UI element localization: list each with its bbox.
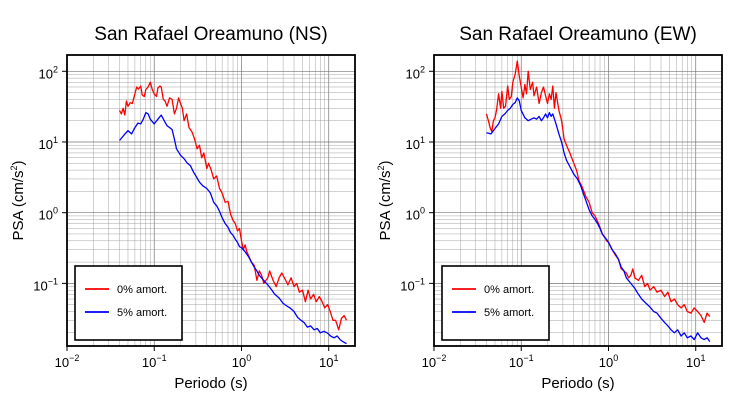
x-axis-label: Periodo (s) — [541, 375, 614, 392]
x-tick-label: 10−2 — [55, 353, 80, 370]
y-tick-label: 101 — [39, 135, 58, 152]
legend: 0% amort. 5% amort. — [441, 265, 550, 341]
series-line — [119, 111, 347, 345]
legend-label: 5% amort. — [117, 307, 167, 319]
legend-label: 0% amort. — [117, 284, 167, 296]
y-tick-label: 100 — [39, 206, 58, 223]
chart-title: San Rafael Oreamuno (EW) — [459, 24, 697, 45]
legend-box — [441, 265, 550, 341]
y-tick-label: 10−1 — [33, 276, 58, 293]
x-tick-label: 10−2 — [422, 353, 447, 370]
plot-frame — [433, 54, 723, 347]
y-tick-label: 100 — [406, 206, 425, 223]
plot-frame — [66, 54, 356, 347]
chart-panel-ns: 10−2 10−1 100 101 10−1 100 101 102 San Rafael O… — [9, 24, 356, 392]
tick-labels: 10−2 10−1 100 101 10−1 100 101 102 — [33, 64, 338, 370]
legend-box — [74, 265, 183, 341]
series-layer — [485, 60, 711, 342]
x-tick-label: 101 — [319, 353, 338, 370]
chart-panel-ew: 10−2 10−1 100 101 10−1 100 101 102 San Rafael O… — [376, 24, 723, 392]
x-tick-label: 10−1 — [142, 353, 167, 370]
chart-title: San Rafael Oreamuno (NS) — [94, 24, 327, 45]
series-line — [118, 81, 348, 331]
tick-labels: 10−2 10−1 100 101 10−1 100 101 102 — [400, 64, 705, 370]
x-axis-label: Periodo (s) — [174, 375, 247, 392]
legend: 0% amort. 5% amort. — [74, 265, 183, 341]
x-tick-label: 10−1 — [509, 353, 534, 370]
y-tick-label: 102 — [39, 64, 58, 81]
x-tick-label: 101 — [686, 353, 705, 370]
y-axis-label: PSA (cm/s2) — [376, 160, 394, 240]
y-tick-label: 102 — [406, 64, 425, 81]
x-tick-label: 100 — [599, 353, 618, 370]
y-tick-label: 10−1 — [400, 276, 425, 293]
series-line — [485, 60, 711, 324]
legend-label: 0% amort. — [484, 284, 534, 296]
grid — [66, 55, 356, 346]
y-axis-label: PSA (cm/s2) — [9, 160, 27, 240]
x-tick-label: 100 — [232, 353, 251, 370]
legend-label: 5% amort. — [484, 307, 534, 319]
series-line — [486, 97, 711, 342]
series-layer — [118, 81, 348, 345]
y-tick-label: 101 — [406, 135, 425, 152]
